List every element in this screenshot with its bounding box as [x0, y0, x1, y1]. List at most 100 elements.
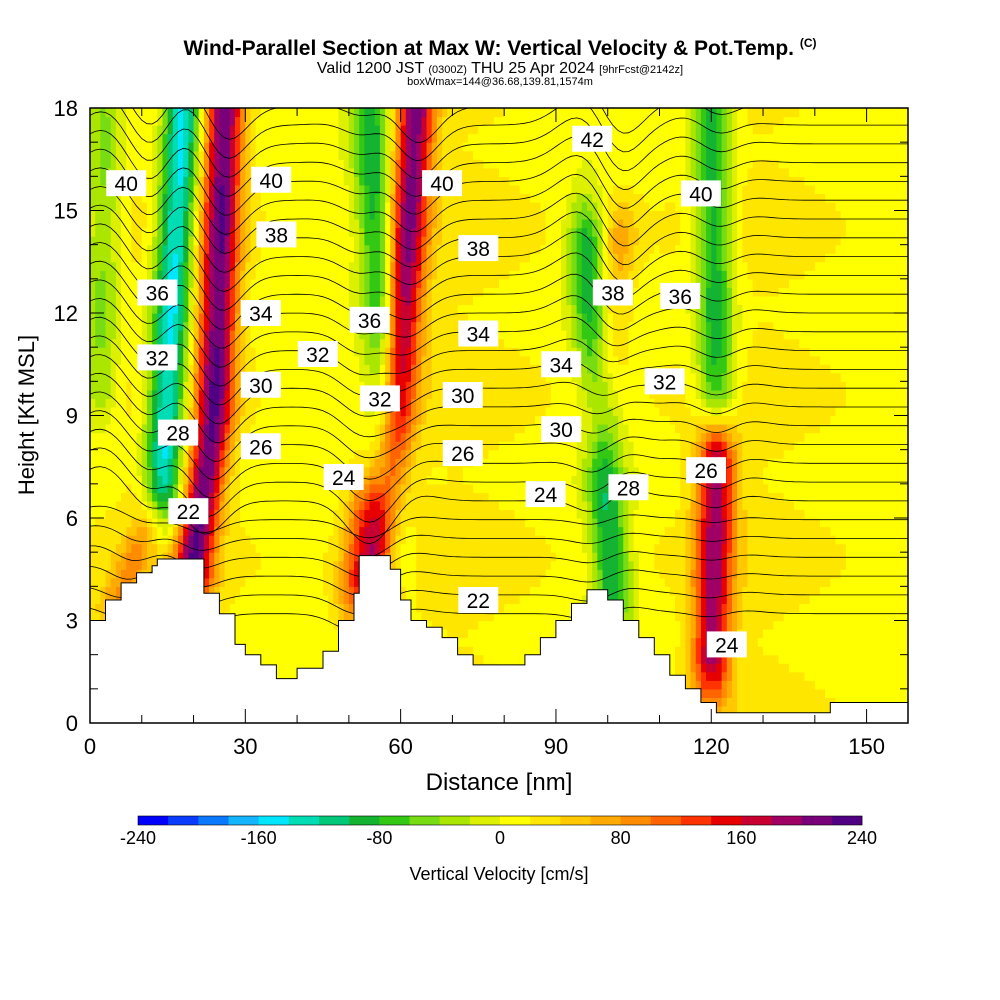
velocity-cell	[343, 364, 350, 374]
velocity-cell	[172, 227, 179, 237]
velocity-cell	[431, 330, 438, 340]
velocity-cell	[333, 193, 340, 203]
velocity-cell	[442, 577, 448, 587]
velocity-cell	[322, 432, 329, 442]
velocity-cell	[167, 193, 174, 203]
velocity-cell	[95, 543, 101, 553]
velocity-cell	[105, 398, 112, 408]
velocity-cell	[410, 116, 417, 126]
velocity-cell	[395, 338, 402, 348]
velocity-cell	[416, 227, 422, 237]
velocity-cell	[245, 620, 252, 630]
velocity-cell	[312, 389, 319, 400]
velocity-cell	[198, 227, 205, 237]
velocity-cell	[105, 586, 112, 596]
velocity-cell	[348, 125, 355, 135]
velocity-cell	[291, 381, 298, 391]
velocity-cell	[421, 244, 428, 254]
velocity-cell	[90, 253, 96, 263]
velocity-cell	[369, 458, 376, 468]
velocity-cell	[447, 543, 454, 553]
velocity-cell	[291, 372, 298, 382]
velocity-cell	[250, 466, 257, 476]
velocity-cell	[281, 646, 288, 656]
velocity-cell	[126, 552, 133, 562]
velocity-cell	[100, 518, 107, 528]
velocity-cell	[291, 458, 298, 468]
velocity-cell	[307, 569, 314, 579]
velocity-cell	[250, 236, 257, 246]
velocity-cell	[379, 108, 386, 118]
velocity-cell	[374, 458, 381, 468]
velocity-cell	[131, 458, 138, 468]
velocity-cell	[338, 125, 345, 135]
velocity-cell	[416, 372, 422, 382]
velocity-cell	[374, 424, 381, 434]
velocity-cell	[209, 176, 215, 186]
velocity-cell	[343, 552, 350, 562]
velocity-cell	[188, 201, 195, 212]
velocity-cell	[291, 287, 298, 297]
velocity-cell	[162, 150, 169, 160]
velocity-cell	[219, 406, 226, 417]
velocity-cell	[178, 381, 184, 391]
velocity-cell	[105, 125, 112, 135]
velocity-cell	[322, 184, 329, 195]
velocity-cell	[317, 663, 324, 673]
velocity-cell	[214, 313, 221, 323]
velocity-cell	[343, 355, 350, 365]
velocity-cell	[281, 475, 288, 485]
velocity-cell	[193, 227, 200, 237]
velocity-cell	[291, 295, 298, 306]
velocity-cell	[214, 201, 221, 212]
velocity-cell	[152, 219, 158, 229]
velocity-cell	[260, 355, 267, 365]
velocity-cell	[302, 116, 309, 126]
velocity-cell	[354, 219, 360, 229]
velocity-cell	[260, 201, 267, 212]
velocity-cell	[245, 569, 252, 579]
velocity-cell	[167, 526, 174, 536]
velocity-cell	[115, 372, 122, 382]
velocity-cell	[260, 270, 267, 280]
velocity-cell	[90, 364, 96, 374]
velocity-cell	[379, 338, 386, 348]
velocity-cell	[188, 304, 195, 314]
velocity-cell	[410, 449, 417, 459]
velocity-cell	[317, 475, 324, 485]
velocity-cell	[224, 176, 231, 186]
velocity-cell	[385, 458, 391, 468]
velocity-cell	[333, 569, 340, 579]
velocity-cell	[255, 475, 262, 485]
velocity-cell	[276, 125, 283, 135]
velocity-cell	[297, 295, 303, 306]
velocity-cell	[364, 372, 371, 382]
velocity-cell	[219, 278, 226, 288]
velocity-cell	[146, 150, 153, 160]
velocity-cell	[390, 526, 397, 536]
velocity-cell	[405, 594, 412, 605]
velocity-cell	[343, 560, 350, 570]
velocity-cell	[276, 116, 283, 126]
velocity-cell	[395, 167, 402, 177]
velocity-cell	[198, 406, 205, 417]
velocity-cell	[379, 492, 386, 502]
velocity-cell	[286, 406, 293, 417]
velocity-cell	[317, 364, 324, 374]
velocity-cell	[209, 560, 215, 570]
velocity-cell	[157, 108, 164, 118]
velocity-cell	[152, 406, 158, 417]
velocity-cell	[405, 475, 412, 485]
velocity-cell	[219, 355, 226, 365]
velocity-cell	[188, 278, 195, 288]
velocity-cell	[374, 142, 381, 152]
velocity-cell	[410, 167, 417, 177]
velocity-cell	[390, 424, 397, 434]
velocity-cell	[255, 492, 262, 502]
velocity-cell	[178, 406, 184, 417]
velocity-cell	[281, 338, 288, 348]
velocity-cell	[209, 398, 215, 408]
velocity-cell	[250, 552, 257, 562]
velocity-cell	[183, 381, 189, 391]
velocity-cell	[291, 543, 298, 553]
